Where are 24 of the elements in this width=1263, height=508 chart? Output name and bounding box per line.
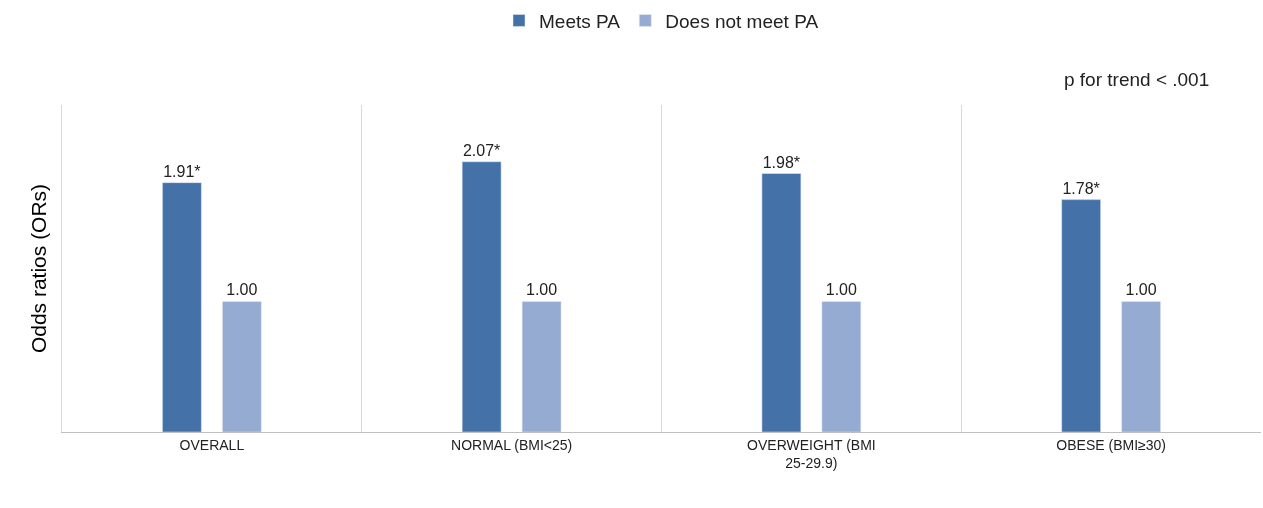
y-axis-title: Odds ratios (ORs) bbox=[27, 183, 51, 354]
data-label: 2.07* bbox=[462, 141, 501, 159]
data-label: 1.91* bbox=[163, 162, 201, 180]
bar bbox=[1061, 199, 1101, 432]
bar bbox=[1121, 301, 1161, 432]
x-tick-label: NORMAL (BMI<25) bbox=[451, 436, 573, 453]
bar bbox=[461, 161, 502, 432]
x-tick-label: OVERWEIGHT (BMI 25-29.9) bbox=[747, 436, 876, 471]
x-tick-label: OVERALL bbox=[179, 436, 245, 453]
bar bbox=[162, 182, 202, 432]
bar bbox=[222, 301, 262, 432]
legend-label: Does not meet PA bbox=[665, 10, 819, 32]
data-label: 1.00 bbox=[1125, 281, 1157, 299]
bar bbox=[761, 173, 802, 432]
bar bbox=[521, 301, 562, 432]
data-label: 1.98* bbox=[762, 153, 801, 171]
text: p for trend < .001 bbox=[1064, 69, 1210, 90]
data-label: 1.00 bbox=[226, 281, 258, 299]
data-label: 1.78* bbox=[1062, 179, 1100, 197]
data-label: 1.00 bbox=[825, 281, 857, 299]
x-tick-label: OBESE (BMI≥30) bbox=[1056, 436, 1166, 453]
bar bbox=[821, 301, 862, 432]
legend-label: Meets PA bbox=[539, 10, 621, 32]
data-label: 1.00 bbox=[525, 281, 558, 299]
